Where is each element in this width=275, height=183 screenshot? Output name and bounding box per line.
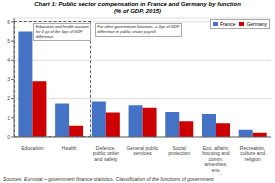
svg-text:Defence,public orderand safety: Defence,public orderand safety — [93, 145, 119, 162]
svg-text:Socialprotection: Socialprotection — [168, 145, 190, 157]
svg-text:3: 3 — [8, 76, 10, 82]
html-text:(% of GDP, 2015): (% of GDP, 2015) — [113, 8, 162, 14]
html-text:Sources: Eurostat – government: Sources: Eurostat – government finance s… — [3, 176, 214, 182]
html-text:Education and health account f: Education and health account for 3 pp of… — [35, 24, 89, 39]
svg-text:5: 5 — [8, 38, 10, 44]
svg-text:2: 2 — [8, 95, 10, 101]
html-text:Chart 1: Public sector compens: Chart 1: Public sector compensation in F… — [34, 1, 241, 7]
svg-text:Recreation,culture andreligion: Recreation,culture andreligion — [240, 145, 266, 162]
svg-text:6: 6 — [8, 19, 10, 25]
svg-text:Eco. affairs;housing andcomm.a: Eco. affairs;housing andcomm.amenities;e… — [202, 145, 229, 176]
html-text:For other government functions: For other government functions, a 2pp of… — [97, 24, 180, 34]
html-text:France: France — [219, 21, 236, 27]
svg-text:Health: Health — [62, 145, 77, 151]
svg-text:0: 0 — [8, 134, 10, 140]
svg-text:General publicservices: General publicservices — [126, 145, 159, 157]
svg-text:Education: Education — [21, 145, 43, 151]
svg-text:4: 4 — [8, 57, 10, 63]
html-text:Germany: Germany — [246, 21, 267, 27]
svg-text:1: 1 — [8, 115, 10, 121]
